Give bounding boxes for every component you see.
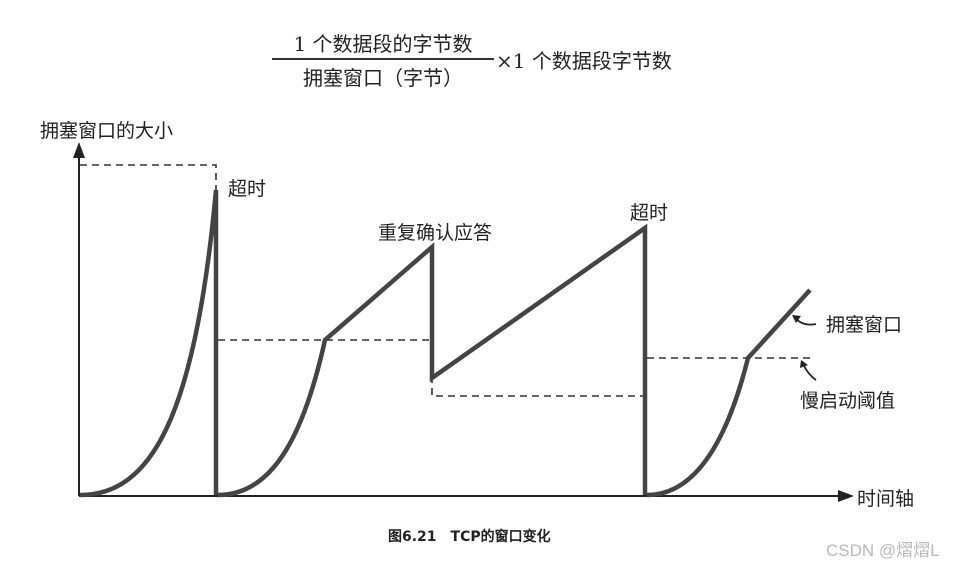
x-axis-label: 时间轴 (857, 488, 915, 510)
arrowhead-icon (800, 360, 808, 368)
watermark: CSDN @熠熠L (826, 541, 940, 560)
slow-start-threshold-label: 慢启动阈值 (800, 390, 896, 412)
y-axis-label: 拥塞窗口的大小 (40, 120, 174, 142)
timeout-label-2: 超时 (630, 202, 669, 224)
fraction-line (272, 58, 494, 60)
annotation-arrows (794, 317, 817, 381)
timeout-label-1: 超时 (228, 178, 267, 200)
formula-multiplier: ×1 个数据段字节数 (496, 49, 672, 73)
duplicate-ack-label: 重复确认应答 (378, 222, 493, 244)
arrowhead-icon (792, 315, 801, 323)
formula-numerator: 1 个数据段的字节数 (293, 32, 473, 56)
formula-denominator: 拥塞窗口（字节） (303, 66, 463, 90)
congestion-window-label: 拥塞窗口 (826, 314, 903, 336)
congestion-window-curve (79, 189, 812, 498)
arrow-threshold-icon (802, 363, 817, 381)
x-axis-arrow-icon (838, 490, 854, 502)
threshold-lines (80, 164, 815, 470)
figure-caption: 图6.21 TCP的窗口变化 (388, 529, 551, 545)
y-axis-arrow-icon (73, 142, 85, 158)
